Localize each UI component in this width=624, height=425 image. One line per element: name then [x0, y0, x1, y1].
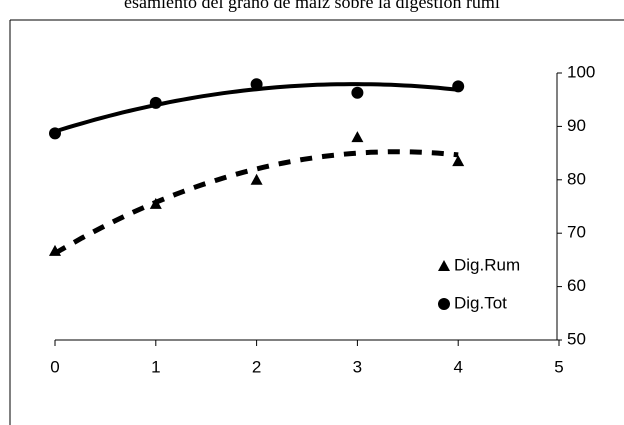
legend-label: Dig.Tot: [454, 293, 507, 312]
trendline: [53, 149, 459, 256]
y-tick-label: 60: [567, 276, 586, 295]
x-tick-label: 5: [554, 357, 563, 376]
data-point: [250, 78, 263, 91]
legend-label: Dig.Rum: [454, 255, 520, 274]
trendline: [54, 82, 459, 134]
y-tick-label: 90: [567, 116, 586, 135]
data-point: [149, 197, 162, 209]
y-tick-label: 50: [567, 329, 586, 348]
chart-title: esamiento del grano de maíz sobre la dig…: [124, 0, 500, 12]
data-point: [49, 244, 61, 256]
y-tick-label: 80: [567, 169, 586, 188]
data-point: [149, 96, 162, 109]
x-tick-label: 1: [151, 357, 160, 376]
x-tick-label: 2: [252, 357, 261, 376]
data-point: [351, 86, 364, 99]
legend-marker: [438, 260, 450, 271]
y-tick-label: 100: [567, 62, 595, 81]
data-point: [452, 155, 465, 167]
x-tick-label: 0: [50, 357, 59, 376]
x-tick-label: 4: [453, 357, 462, 376]
legend-marker: [438, 298, 450, 310]
data-point: [351, 131, 364, 143]
data-point: [49, 127, 61, 140]
data-point: [250, 173, 263, 185]
x-tick-label: 3: [353, 357, 362, 376]
data-point: [452, 80, 465, 93]
y-tick-label: 70: [567, 223, 586, 242]
